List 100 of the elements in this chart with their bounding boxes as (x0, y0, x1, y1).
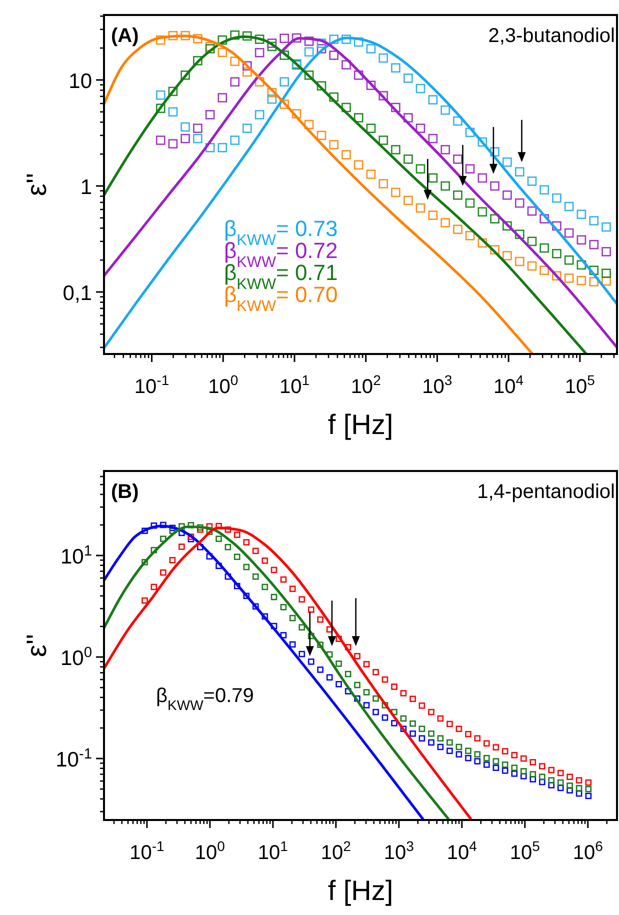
point (530, 771, 536, 778)
point (216, 522, 222, 530)
point (230, 56, 240, 66)
point (404, 113, 413, 122)
point (576, 777, 582, 784)
point (437, 735, 444, 742)
point (446, 739, 453, 746)
point (252, 548, 259, 554)
point (242, 124, 252, 133)
point (218, 48, 228, 58)
point (440, 145, 450, 154)
point (180, 30, 190, 40)
point (416, 124, 426, 133)
point (428, 210, 438, 220)
point (378, 53, 388, 63)
point (428, 173, 438, 183)
point (428, 95, 438, 104)
point (602, 222, 611, 232)
point (316, 38, 326, 48)
point (280, 77, 289, 86)
point (478, 173, 488, 183)
point (382, 702, 388, 708)
point (242, 31, 252, 41)
point (492, 744, 500, 750)
point (168, 107, 178, 117)
point (218, 35, 228, 45)
point (416, 84, 426, 94)
point (428, 134, 438, 144)
point (178, 544, 185, 550)
point (410, 696, 416, 702)
point (576, 276, 586, 286)
point (511, 752, 518, 758)
point (492, 758, 500, 764)
point (576, 260, 586, 270)
point (304, 70, 314, 80)
point (252, 603, 259, 610)
point (326, 651, 333, 658)
point (326, 674, 333, 681)
point (218, 93, 228, 102)
point (168, 86, 178, 96)
point (193, 134, 202, 144)
point (308, 606, 314, 613)
point (391, 188, 400, 198)
point (465, 164, 475, 174)
point (602, 268, 611, 278)
point (391, 102, 400, 112)
text: 1,4-pentanodiol (477, 481, 615, 503)
point (453, 116, 462, 126)
point (188, 534, 194, 540)
point (378, 136, 388, 145)
point (304, 47, 314, 57)
point (329, 34, 338, 44)
point (478, 137, 488, 147)
point (304, 36, 314, 46)
point (230, 30, 240, 40)
point (382, 676, 388, 683)
point (465, 128, 475, 138)
point (224, 544, 232, 550)
point (514, 256, 524, 266)
point (404, 154, 413, 164)
point (391, 720, 398, 726)
point (180, 70, 190, 80)
point (344, 688, 352, 694)
point (156, 90, 166, 100)
point (391, 63, 400, 73)
point (548, 766, 554, 774)
point (234, 532, 240, 538)
point (539, 774, 546, 780)
x-tick-label: 10$^{0}$ (194, 838, 226, 864)
point (262, 613, 268, 620)
point (514, 167, 524, 176)
x-tick-label: 10$^{3}$ (422, 372, 452, 398)
point (589, 216, 599, 226)
point (243, 592, 250, 600)
point (317, 616, 324, 623)
point (372, 695, 379, 702)
point (416, 164, 426, 174)
point (254, 77, 264, 86)
point (589, 277, 599, 286)
point (150, 546, 158, 554)
point (465, 748, 472, 754)
x-axis-title: f [Hz] (328, 875, 394, 906)
point (342, 60, 351, 70)
point (354, 160, 364, 170)
point (527, 176, 537, 186)
point (378, 179, 388, 188)
point (289, 641, 296, 648)
point (254, 48, 264, 58)
point (267, 94, 277, 104)
point (576, 790, 582, 797)
point (552, 271, 562, 280)
point (490, 245, 500, 254)
point (292, 109, 302, 118)
point (168, 139, 178, 148)
point (589, 266, 599, 275)
point (474, 735, 481, 742)
point (490, 181, 500, 191)
point (280, 576, 287, 583)
point (169, 524, 176, 532)
y-tick-label: 10$^{1}$ (60, 544, 92, 569)
